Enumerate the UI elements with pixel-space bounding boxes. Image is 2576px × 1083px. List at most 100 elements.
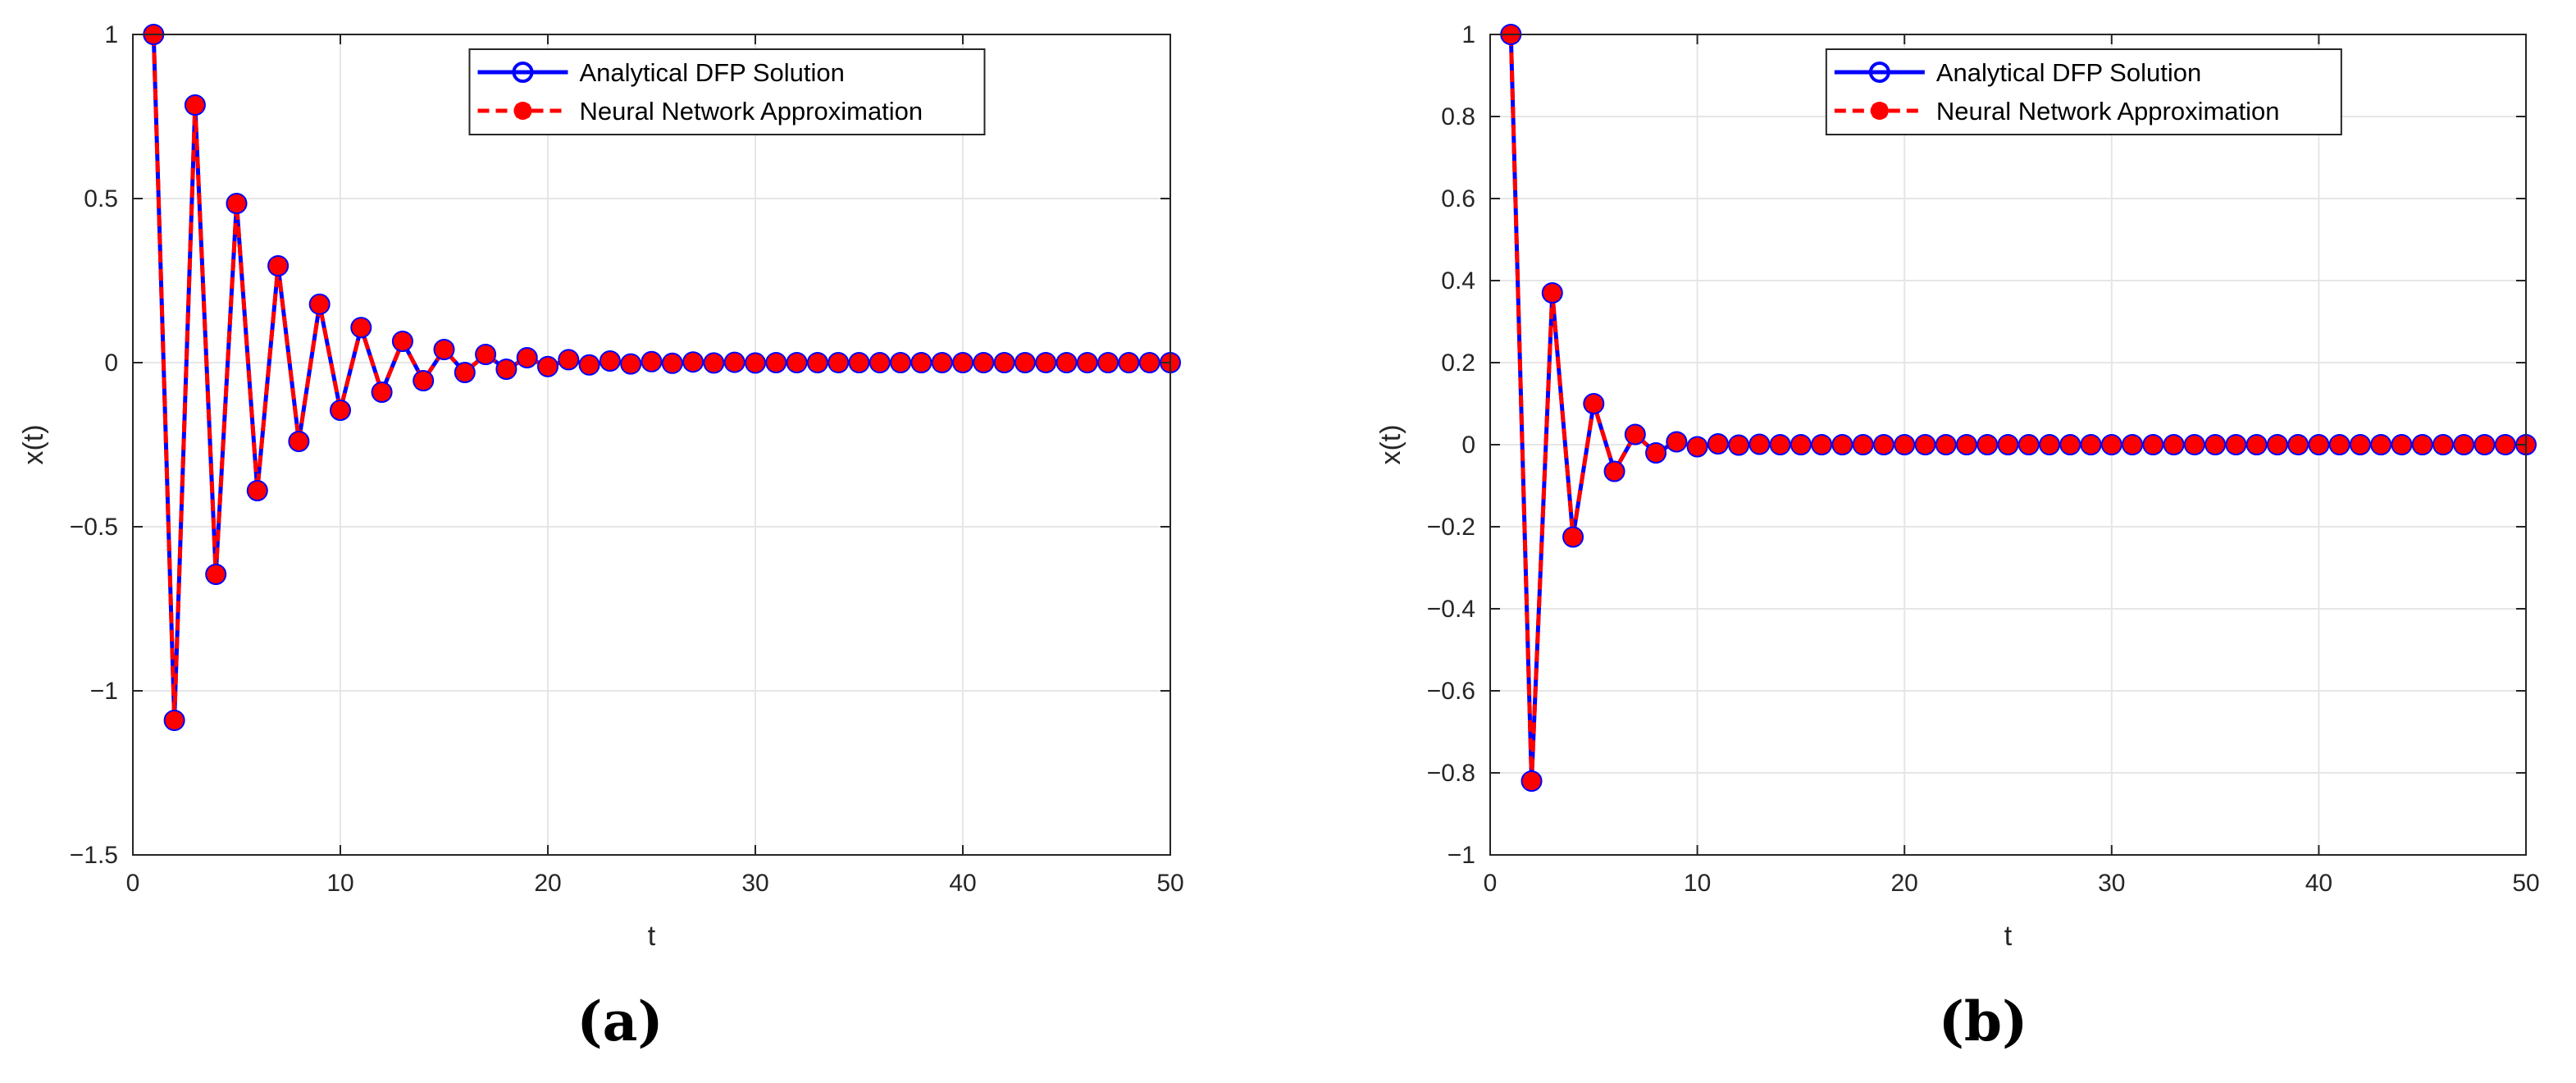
panel-caption: (b) (1939, 989, 2028, 1053)
neural-point (2040, 436, 2059, 454)
y-tick-label: 0.4 (1441, 267, 1475, 295)
neural-point (559, 350, 578, 369)
neural-point (2185, 436, 2204, 454)
neural-point (1916, 436, 1935, 454)
neural-point (1853, 436, 1872, 454)
neural-point (476, 345, 495, 363)
y-tick-label: 0.8 (1441, 103, 1475, 130)
neural-point (2268, 436, 2286, 454)
neural-point (2455, 436, 2473, 454)
neural-point (767, 354, 786, 372)
legend-marker-asterisk (513, 102, 532, 120)
x-tick-label: 30 (741, 870, 768, 897)
y-tick-label: 0.6 (1441, 185, 1475, 212)
neural-point (2019, 436, 2038, 454)
neural-point (1667, 432, 1686, 451)
series-markers-neural (144, 25, 1179, 729)
legend-marker-asterisk (1870, 102, 1889, 120)
legend-label: Neural Network Approximation (1936, 97, 2280, 126)
y-tick-label: −1 (1448, 842, 1475, 869)
panel-caption: (a) (577, 989, 663, 1053)
axes-box (132, 34, 1171, 856)
legend-label: Analytical DFP Solution (579, 58, 844, 87)
neural-point (1999, 436, 2017, 454)
neural-point (455, 363, 474, 382)
neural-point (704, 354, 723, 372)
x-tick-label: 20 (534, 870, 561, 897)
x-tick-label: 30 (2098, 870, 2125, 897)
neural-point (1750, 435, 1769, 454)
neural-point (1812, 436, 1831, 454)
chart-panel-a: 0 10 20 30 40 50 −1.5 −1 −0.5 0 0.5 1 t x(t) Analytica… (18, 21, 1184, 1053)
neural-point (2496, 436, 2514, 454)
legend-box (468, 48, 986, 135)
x-tick-label: 40 (2305, 870, 2332, 897)
x-tick-label: 50 (1156, 870, 1183, 897)
neural-point (1057, 354, 1076, 372)
neural-point (517, 349, 536, 367)
neural-point (2433, 436, 2452, 454)
y-tick-label: 0.2 (1441, 350, 1475, 377)
neural-point (352, 318, 371, 337)
neural-point (414, 372, 433, 390)
neural-point (1522, 772, 1541, 790)
y-tick-label: −1.5 (70, 842, 118, 869)
neural-point (2206, 436, 2225, 454)
neural-point (912, 354, 931, 372)
y-tick-label: −0.2 (1427, 514, 1475, 541)
neural-point (995, 354, 1014, 372)
legend-item-neural: Neural Network Approximation (477, 97, 923, 126)
x-tick-label: 20 (1891, 870, 1918, 897)
y-tick-label: 1 (1461, 21, 1475, 48)
neural-point (663, 354, 682, 372)
neural-point (2144, 436, 2163, 454)
neural-point (829, 354, 848, 372)
neural-point (497, 360, 516, 378)
x-axis-label: t (2004, 921, 2013, 952)
neural-point (393, 332, 412, 350)
neural-point (2413, 436, 2432, 454)
neural-point (227, 194, 246, 212)
neural-point (2392, 436, 2411, 454)
y-ticks: −1 −0.8 −0.6 −0.4 −0.2 0 0.2 0.4 0.6 0.8 1 (1427, 21, 2526, 869)
y-tick-label: 0 (1461, 432, 1475, 459)
y-axis-label: x(t) (18, 424, 49, 464)
x-tick-label: 10 (1684, 870, 1711, 897)
neural-point (435, 340, 454, 359)
neural-point (746, 354, 764, 372)
neural-point (580, 355, 599, 374)
y-tick-label: −0.8 (1427, 760, 1475, 787)
legend-marker-circle (1868, 62, 1890, 83)
neural-point (1771, 436, 1790, 454)
legend-label: Analytical DFP Solution (1936, 58, 2201, 87)
neural-point (2081, 436, 2100, 454)
x-tick-label: 0 (1484, 870, 1498, 897)
neural-point (2475, 436, 2494, 454)
neural-point (2350, 436, 2369, 454)
y-tick-label: 0.5 (84, 185, 118, 212)
series-markers-neural (1502, 25, 2535, 790)
y-tick-label: −0.4 (1427, 596, 1475, 623)
neural-point (165, 711, 184, 729)
neural-point (622, 354, 641, 373)
neural-point (539, 357, 557, 376)
x-axis-label: t (648, 921, 656, 952)
neural-point (269, 257, 288, 275)
neural-point (891, 354, 910, 372)
y-tick-label: −1 (90, 678, 118, 705)
legend-item-neural: Neural Network Approximation (1834, 97, 2280, 126)
neural-point (725, 353, 744, 372)
neural-point (1730, 436, 1748, 455)
neural-point (684, 353, 703, 372)
neural-point (1015, 354, 1034, 372)
neural-point (1833, 436, 1852, 454)
neural-point (1119, 354, 1138, 372)
x-tick-label: 50 (2512, 870, 2539, 897)
y-tick-label: 1 (104, 21, 118, 48)
neural-point (2372, 436, 2391, 454)
neural-point (310, 295, 329, 313)
neural-point (1543, 284, 1562, 302)
neural-point (1688, 437, 1707, 456)
neural-point (1647, 444, 1666, 462)
neural-point (1895, 436, 1914, 454)
